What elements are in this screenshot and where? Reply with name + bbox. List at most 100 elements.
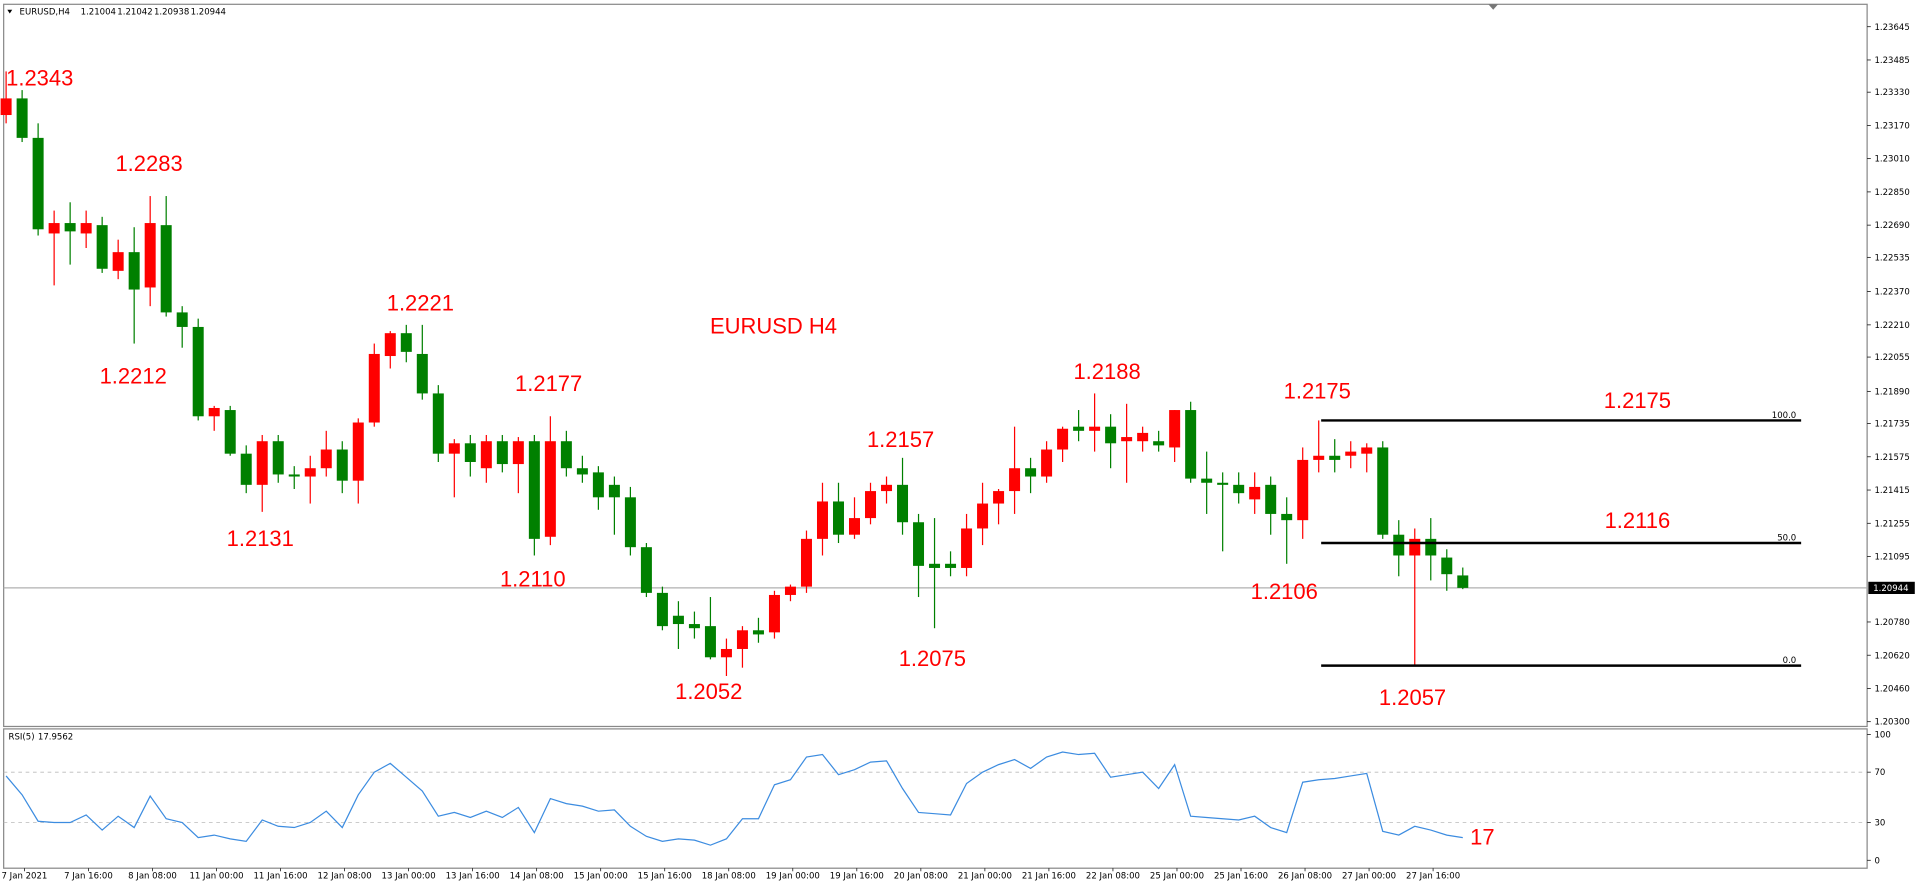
candle-body bbox=[881, 484, 893, 492]
x-tick-label: 18 Jan 08:00 bbox=[702, 872, 756, 882]
candle-body bbox=[352, 422, 364, 481]
candle-body bbox=[1441, 557, 1453, 575]
candle-body bbox=[784, 586, 796, 595]
price-annotation: 1.2131 bbox=[227, 526, 294, 551]
price-annotation: 1.2283 bbox=[115, 151, 182, 176]
candle-body bbox=[576, 468, 588, 475]
candle-body bbox=[977, 503, 989, 529]
y-tick-label: 0 bbox=[1874, 856, 1879, 866]
candle-body bbox=[64, 223, 76, 232]
rsi-title: RSI(5) bbox=[9, 732, 35, 742]
fibo-label: 50.0 bbox=[1777, 534, 1796, 544]
candle-body bbox=[1297, 459, 1309, 521]
x-tick-label: 12 Jan 08:00 bbox=[318, 872, 372, 882]
x-tick-label: 22 Jan 08:00 bbox=[1086, 872, 1140, 882]
candle-body bbox=[1105, 426, 1117, 444]
y-tick-label: 1.23645 bbox=[1874, 23, 1909, 33]
candle-body bbox=[320, 449, 332, 469]
candle-body bbox=[897, 484, 909, 523]
price-annotation: 1.2075 bbox=[899, 646, 966, 671]
candle-body bbox=[640, 547, 652, 593]
candle-body bbox=[816, 501, 828, 539]
candle-body bbox=[496, 441, 508, 465]
y-tick-label: 1.23170 bbox=[1874, 121, 1909, 131]
x-tick-label: 20 Jan 08:00 bbox=[894, 872, 948, 882]
candle-body bbox=[48, 223, 60, 234]
price-annotation: 1.2212 bbox=[100, 364, 167, 389]
current-price-box bbox=[1868, 581, 1915, 595]
candle-body bbox=[528, 441, 540, 539]
y-tick-label: 1.20620 bbox=[1874, 651, 1909, 661]
x-tick-label: 19 Jan 00:00 bbox=[766, 872, 820, 882]
candle-body bbox=[192, 326, 204, 417]
y-tick-label: 1.23330 bbox=[1874, 88, 1909, 98]
x-tick-label: 13 Jan 00:00 bbox=[382, 872, 436, 882]
candle-body bbox=[672, 615, 684, 625]
candle-body bbox=[304, 468, 316, 477]
x-tick-label: 15 Jan 00:00 bbox=[574, 872, 628, 882]
shift-marker bbox=[1488, 4, 1499, 10]
menu-arrow[interactable] bbox=[7, 9, 13, 14]
candle-body bbox=[624, 497, 636, 548]
y-tick-label: 1.21890 bbox=[1874, 387, 1909, 397]
candle-body bbox=[368, 353, 380, 423]
candle-body bbox=[1313, 455, 1325, 460]
candle-body bbox=[1185, 410, 1197, 479]
candle-body bbox=[865, 491, 877, 519]
candle-body bbox=[1377, 447, 1389, 535]
candle-body bbox=[1265, 484, 1277, 514]
candle-body bbox=[1457, 575, 1469, 588]
fibo-label: 100.0 bbox=[1772, 411, 1796, 421]
candle-body bbox=[80, 223, 92, 234]
candle-body bbox=[416, 353, 428, 394]
candle-body bbox=[1137, 432, 1149, 442]
candle-body bbox=[929, 563, 941, 568]
candle-body bbox=[480, 441, 492, 469]
y-tick-label: 100 bbox=[1874, 730, 1890, 740]
y-tick-label: 1.21095 bbox=[1874, 553, 1909, 563]
candle-body bbox=[1217, 482, 1229, 485]
rsi-pane bbox=[3, 728, 1868, 869]
chart-title: EURUSD H4 bbox=[710, 314, 837, 339]
candle-body bbox=[1089, 426, 1101, 431]
price-annotation: 1.2175 bbox=[1604, 388, 1671, 413]
open-price: 1.21004 bbox=[81, 8, 116, 18]
y-tick-label: 1.21575 bbox=[1874, 453, 1909, 463]
candle-body bbox=[1409, 538, 1421, 556]
current-price-label: 1.20944 bbox=[1873, 584, 1908, 594]
symbol: EURUSD,H4 bbox=[20, 8, 70, 18]
price-annotation: 1.2052 bbox=[675, 679, 742, 704]
price-annotation: 1.2116 bbox=[1605, 508, 1671, 533]
candle-body bbox=[961, 528, 973, 568]
candle-body bbox=[224, 410, 236, 454]
x-tick-label: 7 Jan 2021 bbox=[2, 872, 48, 882]
candle-body bbox=[1249, 486, 1261, 500]
y-tick-label: 1.20460 bbox=[1874, 685, 1909, 695]
x-tick-label: 8 Jan 08:00 bbox=[128, 872, 177, 882]
low-price: 1.20938 bbox=[154, 8, 189, 18]
candle-body bbox=[384, 333, 396, 357]
y-tick-label: 1.20780 bbox=[1874, 618, 1909, 628]
candle-body bbox=[96, 225, 108, 269]
candle-body bbox=[1361, 447, 1373, 454]
y-tick-label: 70 bbox=[1874, 768, 1885, 778]
y-tick-label: 1.23010 bbox=[1874, 155, 1909, 165]
price-annotation: 1.2110 bbox=[500, 567, 566, 592]
candle-body bbox=[1009, 468, 1021, 492]
candle-body bbox=[1329, 455, 1341, 460]
candle-body bbox=[849, 518, 861, 535]
candle-body bbox=[704, 626, 716, 658]
x-tick-label: 11 Jan 16:00 bbox=[253, 872, 307, 882]
candle-body bbox=[720, 648, 732, 658]
y-tick-label: 1.23485 bbox=[1874, 56, 1909, 66]
y-tick-label: 1.22370 bbox=[1874, 288, 1909, 298]
candle-body bbox=[144, 223, 156, 288]
candle-body bbox=[1425, 538, 1437, 556]
candle-body bbox=[1393, 534, 1405, 556]
candle-body bbox=[1073, 426, 1085, 431]
y-tick-label: 1.21255 bbox=[1874, 519, 1909, 529]
candle-body bbox=[208, 407, 220, 417]
candle-body bbox=[32, 137, 44, 230]
candle-body bbox=[1057, 428, 1069, 450]
